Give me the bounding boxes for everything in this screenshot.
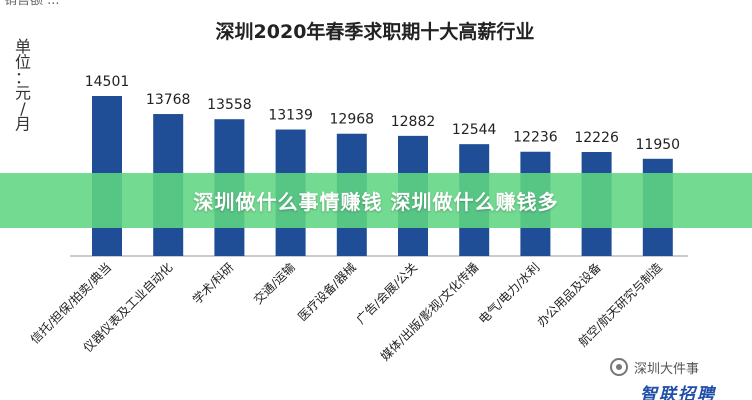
value-label: 12968 [330,112,375,128]
value-labels-group: 14501 13768 13558 13139 12968 12882 12544 12236… [85,74,680,153]
logo-text: 智联招聘 [640,385,716,400]
banner-text: 深圳做什么事情赚钱 深圳做什么赚钱多 [193,190,559,214]
value-label: 12544 [452,122,497,138]
category-label: 电气/电力/水利 [475,260,542,327]
value-label: 13139 [268,108,313,124]
chart-title: 深圳2020年春季求职期十大高薪行业 [216,20,535,43]
top-cut-text: 销售额 ... [4,0,60,8]
value-label: 12236 [513,130,558,146]
unit-label: 单位：元/月 [15,37,31,134]
value-label: 11950 [636,137,681,153]
value-label: 12882 [391,114,436,130]
watermark-text: 深圳大件事 [634,361,700,377]
unit-label-char: 元 [15,84,31,103]
unit-label-char: 单 [15,37,31,56]
value-label: 13558 [207,97,252,113]
watermark: 深圳大件事 [604,354,706,380]
title-banner: 深圳做什么事情赚钱 深圳做什么赚钱多 [0,173,752,228]
wechat-icon [610,358,628,376]
category-label: 办公用品及设备 [534,260,604,330]
unit-label-char: 位 [15,53,31,72]
zhaopin-logo: 智联招聘 [640,384,752,400]
category-label: 广告/会展/公关 [354,260,421,327]
value-label: 12226 [574,130,619,146]
category-label: 媒体/出版/影视/文化传播 [377,260,481,364]
category-label: 交通/运输 [250,260,297,307]
unit-label-char: 月 [15,115,31,134]
value-label: 14501 [85,74,130,90]
unit-label-char: / [20,99,26,118]
value-label: 13768 [146,92,191,108]
unit-label-char: ： [15,68,31,87]
category-label: 学术/科研 [189,260,236,307]
category-label: 医疗设备/器械 [295,260,359,324]
